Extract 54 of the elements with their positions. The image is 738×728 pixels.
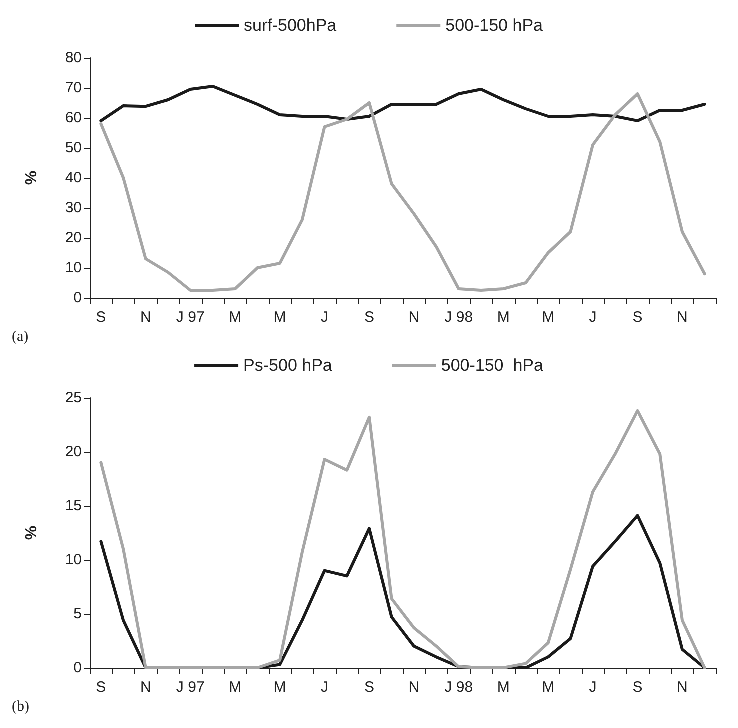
text: (b) — [12, 699, 30, 716]
x-tick-label: J 98 — [444, 309, 474, 326]
x-tick-label: J — [589, 309, 597, 326]
x-tick-label: N — [140, 309, 152, 326]
legend-label: Ps-500 hPa — [244, 356, 333, 375]
y-tick-label: 0 — [74, 660, 82, 676]
x-tick-label: M — [497, 679, 510, 696]
y-tick-label: 60 — [65, 110, 82, 126]
legend-label: 500-150 hPa — [441, 356, 544, 375]
x-tick-label: N — [140, 679, 152, 696]
x-tick-label: M — [274, 309, 286, 326]
x-tick-label: S — [364, 309, 374, 326]
y-tick-label: 25 — [65, 390, 82, 406]
x-tick-label: J — [321, 679, 328, 696]
x-tick-label: M — [229, 309, 242, 326]
x-tick-label: S — [96, 309, 106, 326]
line-series — [100, 85, 706, 122]
y-tick-label: 30 — [65, 200, 82, 216]
y-tick-label: 80 — [65, 50, 82, 66]
x-tick-label: S — [632, 309, 643, 326]
x-tick-label: M — [274, 679, 286, 696]
y-tick-label: 20 — [65, 230, 82, 246]
x-tick-label: J 97 — [176, 309, 205, 326]
y-axis-title: % — [24, 170, 40, 186]
y-tick-label: 20 — [65, 444, 82, 460]
x-tick-label: S — [632, 679, 643, 696]
text: (a) — [12, 329, 29, 346]
y-tick-label: 5 — [74, 606, 82, 622]
legend-label: surf-500hPa — [244, 16, 338, 35]
y-tick-label: 40 — [65, 170, 82, 186]
x-tick-label: M — [497, 309, 510, 326]
x-tick-label: M — [229, 679, 242, 696]
y-tick-label: 50 — [65, 140, 82, 156]
x-tick-label: S — [364, 679, 374, 696]
x-tick-label: J 98 — [444, 679, 474, 696]
x-tick-label: N — [408, 309, 420, 326]
y-tick-label: 10 — [65, 552, 82, 568]
x-tick-label: J — [589, 679, 597, 696]
y-tick-label: 15 — [65, 498, 82, 514]
line-series — [100, 92, 706, 292]
x-tick-label: N — [677, 679, 688, 696]
line-series — [100, 409, 706, 670]
x-tick-label: J — [321, 309, 328, 326]
x-tick-label: J 97 — [176, 679, 205, 696]
x-tick-label: M — [542, 309, 555, 326]
y-tick-label: 0 — [74, 290, 82, 306]
y-axis-title: % — [24, 526, 40, 540]
x-tick-label: N — [408, 679, 420, 696]
y-tick-label: 10 — [65, 260, 82, 276]
y-tick-label: 70 — [65, 80, 82, 96]
x-tick-label: N — [677, 309, 688, 326]
x-tick-label: S — [96, 679, 106, 696]
x-tick-label: M — [542, 679, 555, 696]
legend-label: 500-150 hPa — [446, 16, 544, 35]
